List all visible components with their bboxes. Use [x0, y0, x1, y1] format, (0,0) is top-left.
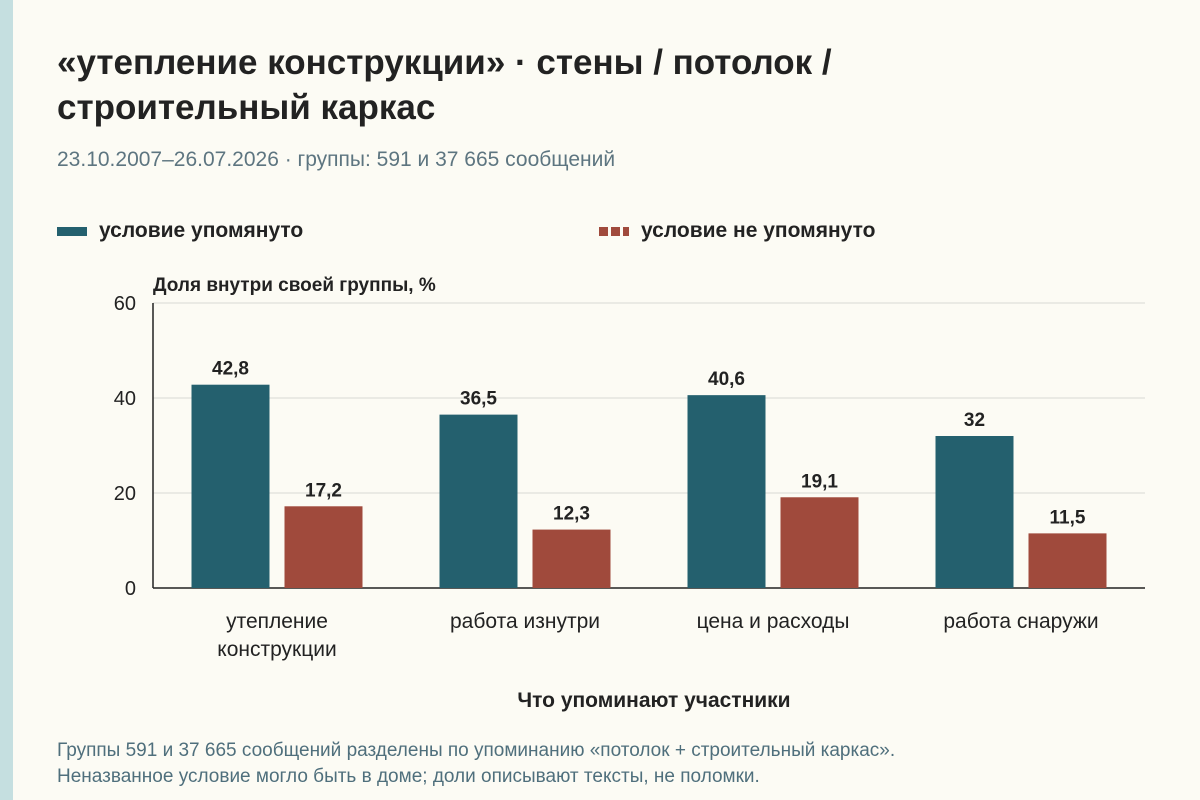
- bar-value-label: 40,6: [708, 369, 745, 390]
- footnote-line-2: Неназванное условие могло быть в доме; д…: [57, 766, 760, 787]
- x-tick-label: работа изнутри: [450, 610, 600, 633]
- bar-not-mentioned: [1028, 533, 1107, 588]
- y-axis-label: Доля внутри своей группы, %: [153, 275, 436, 296]
- y-tick-label: 60: [114, 293, 136, 315]
- bar-value-label: 17,2: [305, 480, 342, 501]
- bar-value-label: 32: [964, 410, 985, 431]
- legend-item-mentioned: условие упомянуто: [57, 219, 303, 243]
- bar-value-label: 19,1: [801, 471, 838, 492]
- bar-value-label: 36,5: [460, 389, 497, 410]
- title-line-2: строительный каркас: [57, 88, 436, 127]
- legend-label-mentioned: условие упомянуто: [99, 219, 304, 242]
- legend-swatch-not-mentioned: [599, 226, 629, 236]
- y-tick-label: 20: [114, 483, 136, 505]
- bar-mentioned: [935, 436, 1014, 588]
- bar-value-label: 42,8: [212, 359, 249, 380]
- bar-mentioned: [439, 414, 518, 588]
- edge-strip: [0, 0, 13, 800]
- bar-not-mentioned: [780, 497, 859, 588]
- y-tick-label: 0: [125, 578, 136, 600]
- footnote: Группы 591 и 37 665 сообщений разделены …: [57, 738, 1177, 790]
- footnote-line-1: Группы 591 и 37 665 сообщений разделены …: [57, 740, 896, 761]
- bar-value-label: 12,3: [553, 504, 590, 525]
- x-tick-label: цена и расходы: [697, 610, 850, 633]
- title-line-1: «утепление конструкции» · стены / потоло…: [57, 43, 832, 82]
- chart-title: «утепление конструкции» · стены / потоло…: [57, 40, 1157, 130]
- bar-mentioned: [191, 384, 270, 588]
- x-tick-label: конструкции: [217, 638, 336, 661]
- bar-not-mentioned: [284, 506, 363, 588]
- legend-item-not-mentioned: условие не упомянуто: [599, 219, 875, 243]
- bar-not-mentioned: [532, 529, 611, 588]
- x-tick-label: утепление: [226, 610, 328, 633]
- x-axis-label: Что упоминают участники: [517, 689, 790, 712]
- y-tick-label: 40: [114, 388, 136, 410]
- x-tick-label: работа снаружи: [943, 610, 1098, 633]
- bar-mentioned: [687, 395, 766, 588]
- chart-subtitle: 23.10.2007–26.07.2026 · группы: 591 и 37…: [57, 148, 616, 171]
- legend-label-not-mentioned: условие не упомянуто: [641, 219, 876, 242]
- bar-value-label: 11,5: [1050, 507, 1086, 528]
- legend-swatch-mentioned: [57, 226, 87, 236]
